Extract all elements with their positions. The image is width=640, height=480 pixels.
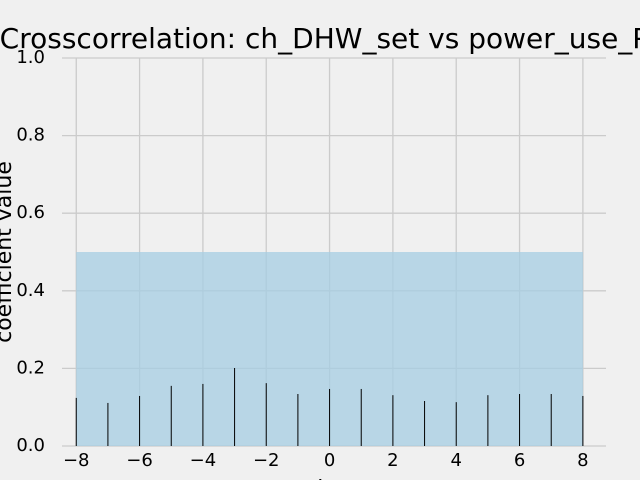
x-tick-label: −2 [253,450,280,471]
x-tick-label: −8 [63,450,90,471]
y-tick-label: 0.4 [16,280,45,301]
x-tick-label: 4 [450,450,461,471]
x-tick-label: −6 [126,450,153,471]
x-tick-label: 2 [387,450,398,471]
x-tick-label: 0 [324,450,335,471]
y-tick-label: 0.6 [16,202,45,223]
x-tick-label: −4 [190,450,217,471]
y-tick-label: 1.0 [16,47,45,68]
x-tick-label: 6 [514,450,525,471]
x-axis-label: lag [317,477,351,480]
y-tick-label: 0.8 [16,125,45,146]
x-tick-label: 8 [577,450,588,471]
chart-title: Crosscorrelation: ch_DHW_set vs power_us… [0,22,640,55]
y-axis-label: coefficient value [0,161,17,343]
y-tick-label: 0.2 [16,357,45,378]
y-tick-label: 0.0 [16,435,45,456]
